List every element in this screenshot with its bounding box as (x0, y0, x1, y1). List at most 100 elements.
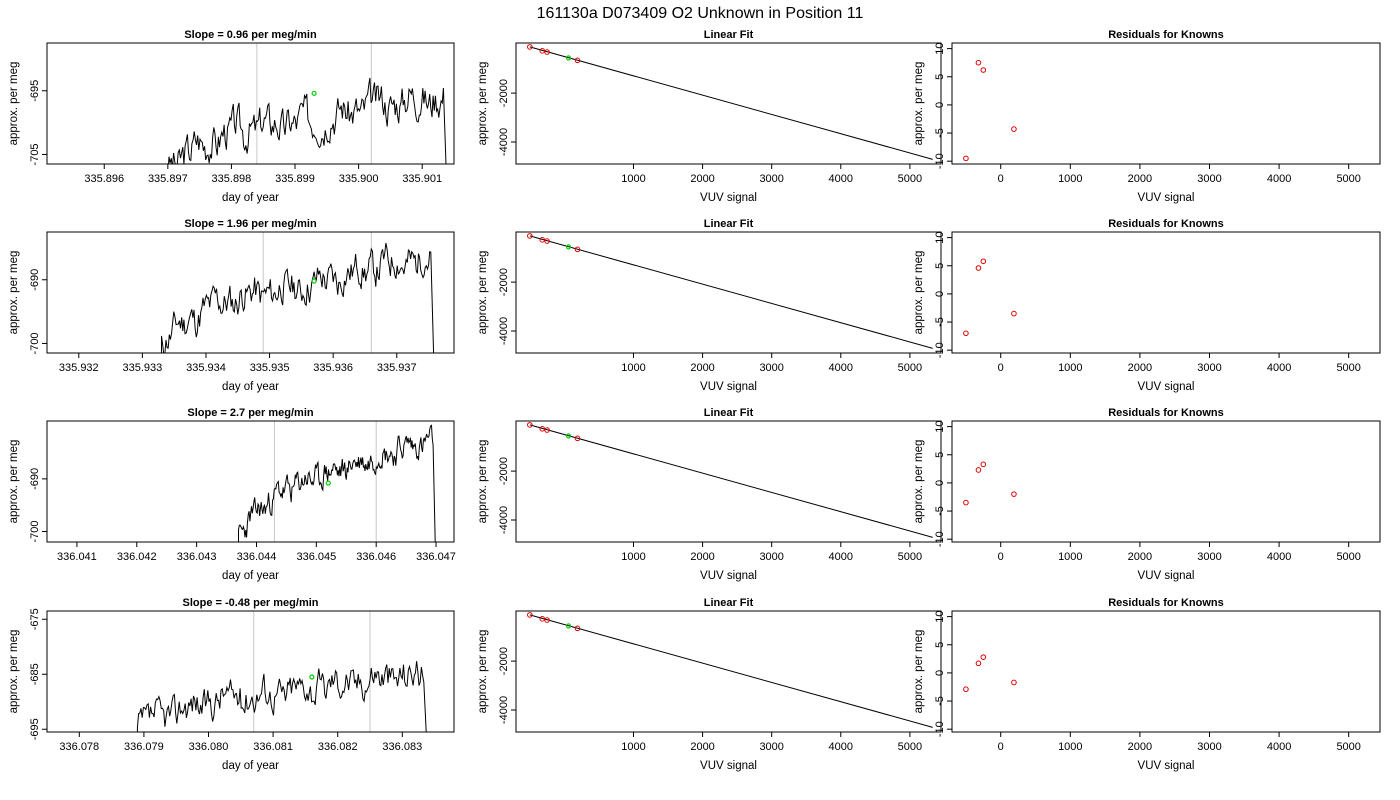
known-point (574, 57, 581, 64)
y-tick-label: 5 (934, 263, 946, 269)
residual-point (980, 654, 987, 660)
panel-1-2: Linear Fit VUV signal approx. per meg 1000 2… (477, 29, 942, 204)
x-tick-label: 335.936 (313, 362, 353, 374)
panel-grid: Slope = 0.96 per meg/min day of year appro… (8, 29, 1381, 772)
y-axis-label: approx. per meg (8, 440, 20, 524)
plot-area (238, 421, 436, 542)
x-tick-label: 3000 (759, 362, 783, 374)
x-tick-label: 1000 (1058, 741, 1082, 753)
y-tick-label: -10 (934, 342, 946, 358)
y-tick-label: -10 (934, 531, 946, 547)
x-tick-label: 3000 (759, 173, 783, 185)
x-tick-label: 3000 (1197, 362, 1221, 374)
known-point (544, 49, 550, 55)
y-axis-label: approx. per meg (913, 630, 925, 714)
panel-title: Slope = -0.48 per meg/min (182, 597, 318, 609)
residual-point (975, 265, 982, 271)
y-axis-label: approx. per meg (477, 630, 489, 714)
y-axis-label: approx. per meg (913, 251, 925, 335)
panel-2-2: Linear Fit VUV signal approx. per meg 1000 2… (477, 218, 942, 393)
unknown-point (565, 244, 572, 250)
x-tick-label: 1000 (621, 362, 645, 374)
x-tick-label: 336.046 (356, 551, 396, 563)
x-axis-label: VUV signal (700, 760, 757, 772)
x-tick-label: 2000 (1128, 741, 1152, 753)
panel-title: Linear Fit (704, 407, 754, 419)
plot-area (527, 612, 933, 728)
y-tick-label: 10 (934, 232, 946, 244)
y-tick-label: -695 (29, 80, 41, 102)
plot-area (527, 422, 933, 538)
x-tick-label: 5000 (898, 741, 922, 753)
plot-area (527, 233, 933, 349)
x-tick-label: 4000 (829, 173, 853, 185)
y-tick-label: -5 (934, 506, 946, 516)
y-axis-label: approx. per meg (8, 62, 20, 146)
y-axis-label: approx. per meg (8, 251, 20, 335)
x-axis-label: day of year (222, 760, 279, 772)
y-tick-label: -2000 (498, 79, 510, 107)
panel-3-3: Residuals for Knowns VUV signal approx. pe… (913, 407, 1381, 582)
residual-point (975, 660, 982, 667)
panel-title: Residuals for Knowns (1108, 218, 1224, 230)
x-tick-label: 3000 (759, 741, 783, 753)
panel-2-3: Residuals for Knowns VUV signal approx. pe… (913, 218, 1381, 393)
y-tick-label: 10 (934, 43, 946, 55)
x-tick-label: 335.901 (402, 173, 442, 185)
y-axis-label: approx. per meg (477, 251, 489, 335)
residual-point (963, 155, 969, 162)
x-axis-label: day of year (222, 570, 279, 582)
residual-point (975, 467, 982, 473)
panel-title: Slope = 0.96 per meg/min (184, 29, 317, 41)
x-tick-label: 4000 (829, 362, 853, 374)
x-axis-label: day of year (222, 381, 279, 393)
y-tick-label: -4000 (498, 128, 510, 156)
y-axis-label: approx. per meg (477, 62, 489, 146)
fit-line (529, 46, 933, 160)
x-tick-label: 1000 (1058, 551, 1082, 563)
residual-point (1011, 679, 1017, 686)
y-tick-label: 5 (934, 74, 946, 80)
panel-4-2: Linear Fit VUV signal approx. per meg 1000 2… (477, 597, 942, 772)
x-tick-label: 4000 (1267, 173, 1291, 185)
data-trace (168, 77, 447, 164)
y-tick-label: -10 (934, 721, 946, 737)
panel-4-1: Slope = -0.48 per meg/min day of year appr… (8, 597, 455, 772)
data-trace (238, 424, 436, 542)
x-tick-label: 4000 (829, 741, 853, 753)
y-axis-label: approx. per meg (913, 62, 925, 146)
known-point (574, 625, 581, 632)
panel-title: Linear Fit (704, 29, 754, 41)
x-tick-label: 2000 (690, 362, 714, 374)
residual-point (980, 67, 987, 73)
x-tick-label: 2000 (1128, 362, 1152, 374)
x-tick-label: 5000 (1336, 362, 1360, 374)
x-tick-label: 4000 (1267, 551, 1291, 563)
y-tick-label: -2000 (498, 457, 510, 485)
figure-title: 161130a D073409 O2 Unknown in Position 1… (537, 5, 864, 22)
unknown-point (565, 55, 572, 61)
plot-area (161, 232, 435, 353)
x-axis-label: VUV signal (1138, 192, 1195, 204)
x-tick-label: 335.932 (59, 362, 99, 374)
x-tick-label: 335.937 (377, 362, 417, 374)
x-tick-label: 336.044 (237, 551, 277, 563)
x-tick-label: 1000 (1058, 362, 1082, 374)
plot-frame (515, 231, 942, 354)
known-point (539, 237, 546, 243)
data-trace (136, 661, 427, 732)
residual-point (1011, 126, 1017, 132)
known-point (527, 233, 533, 239)
known-point (527, 422, 533, 428)
y-tick-label: 10 (934, 611, 946, 623)
x-tick-label: 336.045 (296, 551, 336, 563)
y-tick-label: -2000 (498, 268, 510, 296)
x-tick-label: 336.042 (117, 551, 157, 563)
x-tick-label: 2000 (690, 173, 714, 185)
x-tick-label: 3000 (1197, 173, 1221, 185)
plot-area (527, 44, 933, 160)
x-tick-label: 5000 (898, 362, 922, 374)
residual-point (963, 330, 969, 337)
x-tick-label: 1000 (621, 741, 645, 753)
plot-frame (951, 610, 1381, 733)
